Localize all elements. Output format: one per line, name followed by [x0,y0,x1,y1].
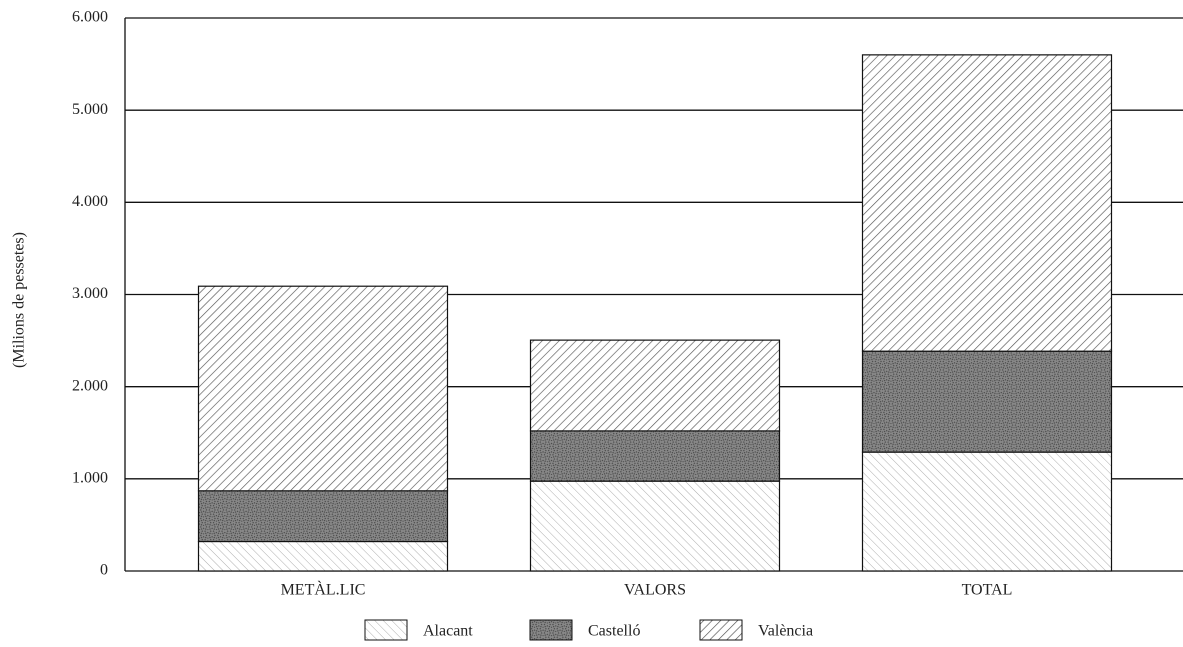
legend-swatch [529,619,573,641]
bar-segment [861,350,1113,453]
legend-label: Castelló [588,623,640,640]
x-tick-label: TOTAL [962,582,1013,599]
bar-segment [197,490,449,543]
y-tick-label: 6.000 [72,9,108,26]
x-tick-label: VALORS [624,582,686,599]
y-tick-label: 3.000 [72,285,108,302]
bar-segment [197,285,449,492]
legend-label: Alacant [423,623,473,640]
legend-label: València [758,623,813,640]
y-tick-label: 4.000 [72,193,108,210]
y-tick-label: 1.000 [72,470,108,487]
bar-segment [529,430,781,482]
x-tick-label: METÀL.LIC [281,580,366,599]
legend-swatch [699,619,743,641]
bar-segment [529,480,781,572]
y-axis-label: (Milions de pessetes) [11,232,28,368]
y-tick-label: 0 [100,562,108,579]
bar-segment [861,54,1113,352]
bar-segment [197,540,449,572]
y-tick-label: 5.000 [72,101,108,118]
legend-swatch [364,619,408,641]
bar-segment [529,339,781,432]
y-tick-label: 2.000 [72,377,108,394]
bar-segment [861,451,1113,572]
